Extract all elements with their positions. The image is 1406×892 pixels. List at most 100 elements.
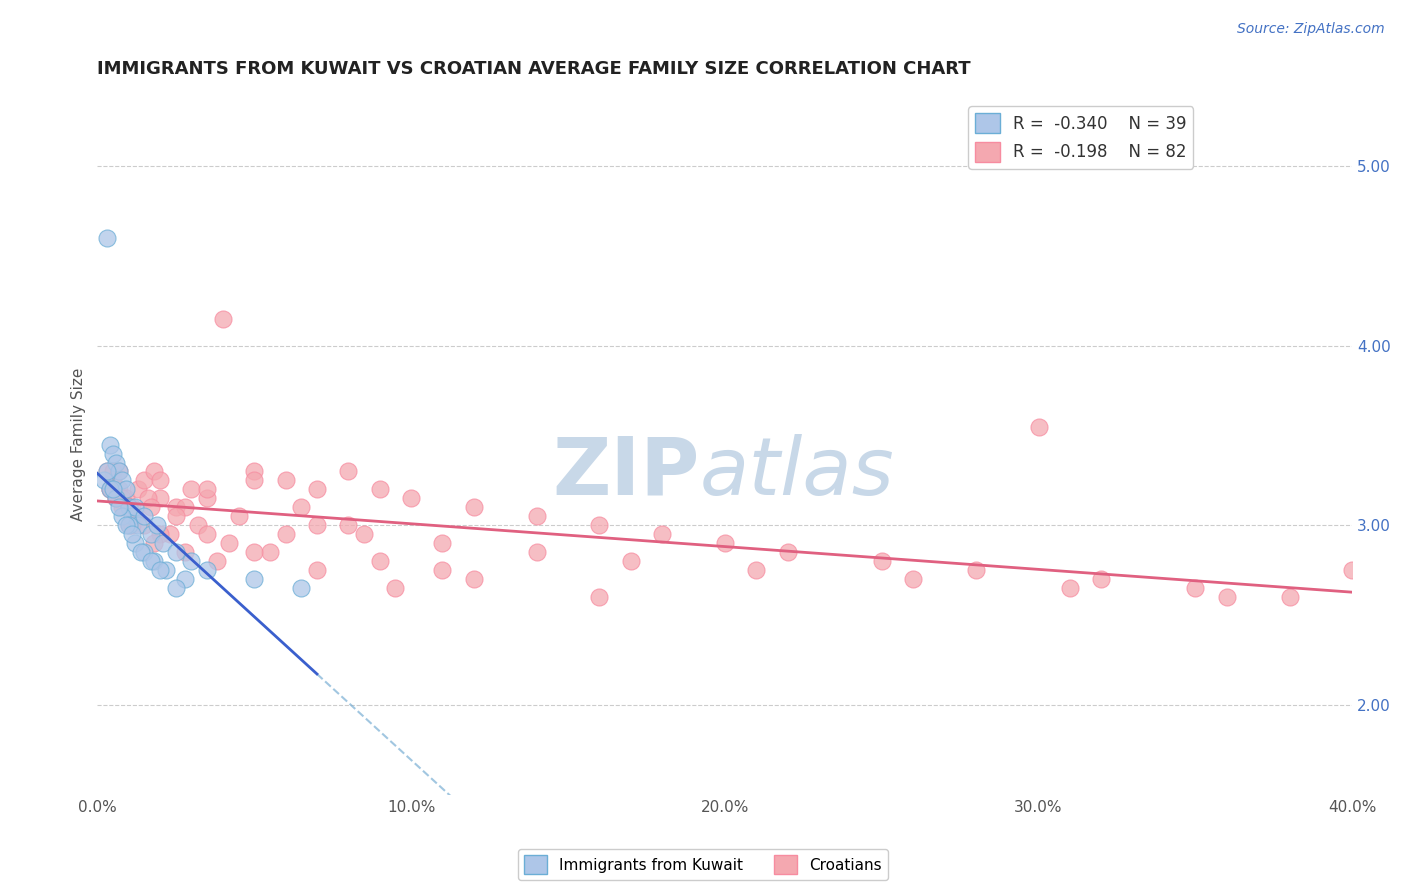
Point <box>149 563 172 577</box>
Point <box>108 500 131 515</box>
Point <box>149 527 172 541</box>
Point <box>114 483 136 497</box>
Point <box>187 518 209 533</box>
Point <box>205 554 228 568</box>
Point <box>139 500 162 515</box>
Point <box>111 500 134 515</box>
Point <box>96 231 118 245</box>
Legend: R =  -0.340    N = 39, R =  -0.198    N = 82: R = -0.340 N = 39, R = -0.198 N = 82 <box>969 106 1194 169</box>
Point <box>155 563 177 577</box>
Point <box>159 527 181 541</box>
Point <box>651 527 673 541</box>
Point <box>1278 590 1301 604</box>
Point <box>124 509 146 524</box>
Point <box>96 465 118 479</box>
Point <box>118 500 141 515</box>
Point <box>149 474 172 488</box>
Point <box>526 545 548 559</box>
Point <box>111 509 134 524</box>
Point <box>1059 581 1081 595</box>
Text: Source: ZipAtlas.com: Source: ZipAtlas.com <box>1237 22 1385 37</box>
Point <box>111 491 134 506</box>
Point <box>127 518 149 533</box>
Text: atlas: atlas <box>700 434 894 512</box>
Point <box>463 572 485 586</box>
Point <box>337 465 360 479</box>
Point <box>165 500 187 515</box>
Point <box>105 491 128 506</box>
Point <box>101 483 124 497</box>
Point <box>165 545 187 559</box>
Point <box>101 474 124 488</box>
Point <box>526 509 548 524</box>
Point <box>142 554 165 568</box>
Point <box>195 563 218 577</box>
Point <box>305 563 328 577</box>
Point <box>337 518 360 533</box>
Point <box>195 491 218 506</box>
Point <box>714 536 737 550</box>
Point <box>274 474 297 488</box>
Point <box>124 509 146 524</box>
Point <box>211 311 233 326</box>
Point <box>228 509 250 524</box>
Point <box>124 536 146 550</box>
Point <box>174 500 197 515</box>
Point <box>93 474 115 488</box>
Point <box>111 474 134 488</box>
Point <box>243 572 266 586</box>
Point <box>870 554 893 568</box>
Point <box>243 474 266 488</box>
Point <box>121 509 143 524</box>
Point <box>98 483 121 497</box>
Point <box>588 518 610 533</box>
Point <box>149 491 172 506</box>
Point <box>195 483 218 497</box>
Point <box>139 554 162 568</box>
Point <box>243 465 266 479</box>
Point <box>134 474 156 488</box>
Point <box>1184 581 1206 595</box>
Point <box>174 545 197 559</box>
Point <box>1216 590 1239 604</box>
Point <box>134 545 156 559</box>
Point <box>118 500 141 515</box>
Point <box>129 545 152 559</box>
Point <box>776 545 799 559</box>
Point <box>114 518 136 533</box>
Point <box>114 491 136 506</box>
Point <box>195 527 218 541</box>
Point <box>432 563 454 577</box>
Point <box>901 572 924 586</box>
Point <box>105 491 128 506</box>
Point <box>965 563 987 577</box>
Point <box>118 518 141 533</box>
Point <box>174 572 197 586</box>
Point <box>165 581 187 595</box>
Point <box>305 518 328 533</box>
Point <box>136 491 159 506</box>
Point <box>290 581 312 595</box>
Point <box>121 527 143 541</box>
Point <box>98 437 121 451</box>
Point <box>432 536 454 550</box>
Text: ZIP: ZIP <box>553 434 700 512</box>
Point <box>384 581 406 595</box>
Point <box>368 554 391 568</box>
Point <box>180 483 202 497</box>
Point <box>98 483 121 497</box>
Point <box>259 545 281 559</box>
Text: IMMIGRANTS FROM KUWAIT VS CROATIAN AVERAGE FAMILY SIZE CORRELATION CHART: IMMIGRANTS FROM KUWAIT VS CROATIAN AVERA… <box>97 60 972 78</box>
Point <box>96 465 118 479</box>
Point <box>620 554 643 568</box>
Point <box>134 509 156 524</box>
Point <box>243 545 266 559</box>
Point <box>142 465 165 479</box>
Point <box>146 518 169 533</box>
Point <box>1028 419 1050 434</box>
Point <box>121 500 143 515</box>
Point <box>98 483 121 497</box>
Point <box>127 483 149 497</box>
Point <box>105 456 128 470</box>
Point <box>368 483 391 497</box>
